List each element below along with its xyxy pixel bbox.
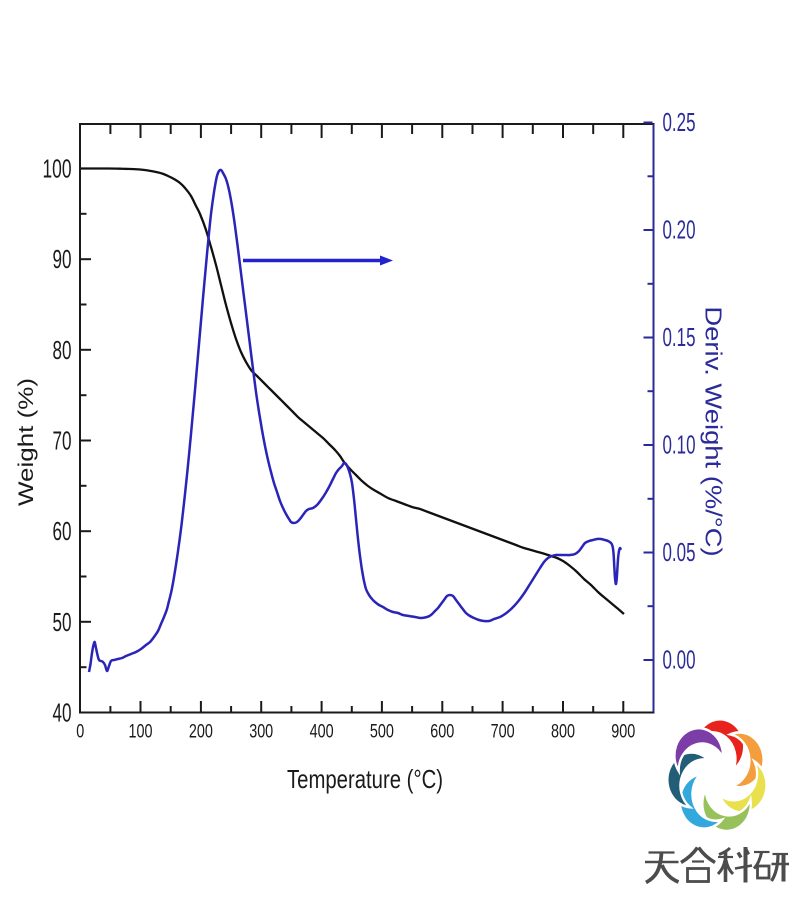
svg-text:800: 800: [551, 721, 575, 743]
svg-text:600: 600: [430, 721, 454, 743]
svg-text:0.10: 0.10: [663, 430, 696, 460]
svg-text:Weight (%): Weight (%): [14, 378, 37, 506]
svg-text:Temperature (°C): Temperature (°C): [287, 764, 443, 794]
svg-text:400: 400: [310, 721, 334, 743]
svg-text:300: 300: [249, 721, 273, 743]
svg-text:0: 0: [76, 721, 84, 743]
svg-text:90: 90: [53, 244, 72, 274]
svg-text:100: 100: [129, 721, 153, 743]
svg-text:60: 60: [53, 516, 72, 546]
svg-text:70: 70: [53, 426, 72, 456]
svg-text:80: 80: [53, 335, 72, 365]
svg-text:40: 40: [53, 698, 72, 728]
svg-text:50: 50: [53, 607, 72, 637]
svg-text:500: 500: [370, 721, 394, 743]
svg-text:Deriv. Weight (%/°C): Deriv. Weight (%/°C): [700, 306, 726, 556]
svg-text:200: 200: [189, 721, 213, 743]
svg-text:100: 100: [43, 154, 72, 184]
svg-text:900: 900: [611, 721, 635, 743]
svg-text:0.05: 0.05: [663, 537, 696, 567]
svg-text:700: 700: [491, 721, 515, 743]
svg-text:0.00: 0.00: [663, 645, 696, 675]
svg-text:0.20: 0.20: [663, 215, 696, 245]
svg-text:0.15: 0.15: [663, 322, 696, 352]
svg-text:0.25: 0.25: [663, 107, 696, 137]
